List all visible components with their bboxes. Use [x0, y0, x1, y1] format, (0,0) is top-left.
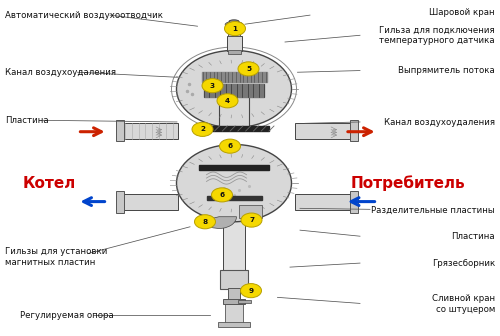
Polygon shape: [199, 126, 269, 131]
Circle shape: [217, 94, 238, 108]
Circle shape: [176, 50, 292, 128]
Circle shape: [241, 213, 262, 227]
Bar: [228, 288, 240, 301]
Bar: [218, 322, 250, 327]
Text: Выпрямитель потока: Выпрямитель потока: [398, 66, 495, 75]
Polygon shape: [206, 196, 262, 200]
Bar: [223, 185, 245, 272]
Text: Грязесборник: Грязесборник: [432, 259, 495, 268]
Circle shape: [202, 79, 223, 93]
Text: Канал воздухоудаления: Канал воздухоудаления: [384, 118, 495, 127]
Text: 3: 3: [210, 83, 215, 89]
Polygon shape: [199, 165, 269, 170]
Bar: [219, 89, 249, 129]
Circle shape: [238, 62, 259, 76]
Bar: [220, 270, 248, 289]
Bar: [120, 123, 178, 139]
Text: 6: 6: [228, 143, 232, 149]
Text: 2: 2: [200, 126, 205, 132]
Circle shape: [192, 122, 213, 136]
Bar: [350, 120, 358, 141]
Bar: [116, 191, 124, 213]
Bar: [295, 194, 352, 210]
Text: Пластина: Пластина: [452, 233, 495, 241]
Bar: [239, 205, 262, 218]
Text: Сливной кран
со штуцером: Сливной кран со штуцером: [432, 294, 495, 314]
Text: 5: 5: [246, 66, 251, 72]
Text: Потребитель: Потребитель: [350, 175, 465, 191]
Text: Гильза для подключения
температурного датчика: Гильза для подключения температурного да…: [380, 26, 495, 45]
Text: 8: 8: [202, 219, 207, 225]
Bar: [120, 194, 178, 210]
Ellipse shape: [225, 22, 243, 28]
Text: Гильзы для установки
магнитных пластин: Гильзы для установки магнитных пластин: [5, 247, 108, 267]
Circle shape: [194, 215, 216, 229]
Text: Пластина: Пластина: [5, 117, 49, 125]
Text: 1: 1: [232, 26, 237, 32]
Text: Разделительные пластины: Разделительные пластины: [372, 206, 495, 214]
Bar: [350, 191, 358, 213]
Circle shape: [224, 22, 246, 36]
Bar: [228, 50, 240, 54]
Text: Котел: Котел: [22, 176, 76, 191]
Polygon shape: [202, 72, 266, 82]
Wedge shape: [202, 217, 236, 228]
Text: 9: 9: [248, 288, 254, 294]
Text: 6: 6: [220, 192, 224, 198]
Text: 7: 7: [249, 217, 254, 223]
Bar: [225, 304, 243, 324]
Circle shape: [212, 188, 233, 202]
Circle shape: [220, 139, 240, 153]
Bar: [295, 123, 352, 139]
Bar: [238, 300, 250, 303]
Ellipse shape: [229, 20, 239, 23]
Text: Регулируемая опора: Регулируемая опора: [20, 311, 114, 320]
Polygon shape: [204, 84, 264, 97]
Text: Канал воздухоудаления: Канал воздухоудаления: [5, 68, 116, 77]
Circle shape: [176, 144, 292, 222]
Bar: [116, 120, 124, 141]
Text: Автоматический воздухоотводчик: Автоматический воздухоотводчик: [5, 11, 163, 19]
Circle shape: [240, 284, 262, 298]
Bar: [223, 299, 245, 304]
Bar: [228, 26, 240, 36]
Text: 4: 4: [225, 98, 230, 104]
Text: Шаровой кран: Шаровой кран: [430, 8, 495, 17]
Bar: [226, 36, 242, 51]
